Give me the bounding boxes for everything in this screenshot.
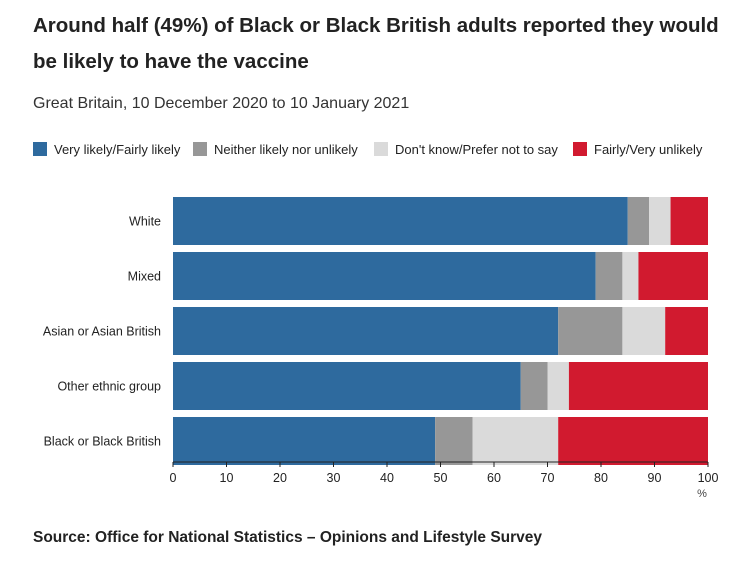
bar-mixed-don-t-know-prefer-not-to-say: [622, 252, 639, 300]
bar-chart: White Mixed Asian or Asian British Other et…: [43, 197, 719, 500]
bar-other-ethnic-group-neither-likely-nor-unlikely: [520, 362, 548, 410]
x-tick-label: 50: [434, 471, 448, 485]
bar-black-or-black-british-very-likely-fairly-likely: [173, 417, 436, 465]
bar-mixed-neither-likely-nor-unlikely: [595, 252, 623, 300]
x-tick-label: 70: [541, 471, 555, 485]
category-label-mixed: Mixed: [128, 270, 161, 284]
category-label-white: White: [129, 215, 161, 229]
bar-asian-or-asian-british-very-likely-fairly-likely: [173, 307, 559, 355]
legend-item-unlikely: Fairly/Very unlikely: [573, 140, 702, 158]
bar-asian-or-asian-british-neither-likely-nor-unlikely: [558, 307, 623, 355]
bar-black-or-black-british-don-t-know-prefer-not-to-say: [472, 417, 559, 465]
chart-subtitle: Great Britain, 10 December 2020 to 10 Ja…: [33, 95, 410, 112]
bar-asian-or-asian-british-don-t-know-prefer-not-to-say: [622, 307, 666, 355]
bar-white-don-t-know-prefer-not-to-say: [649, 197, 671, 245]
bar-black-or-black-british-fairly-very-unlikely: [558, 417, 708, 465]
bar-white-fairly-very-unlikely: [670, 197, 708, 245]
legend-label-unlikely: Fairly/Very unlikely: [594, 141, 703, 157]
bar-other-ethnic-group-very-likely-fairly-likely: [173, 362, 521, 410]
legend-label-very-likely: Very likely/Fairly likely: [54, 141, 181, 157]
legend-swatch-dont-know: [374, 142, 388, 156]
x-tick-label: 20: [273, 471, 287, 485]
chart-title: Around half (49%) of Black or Black Brit…: [33, 14, 719, 73]
legend-swatch-unlikely: [573, 142, 587, 156]
legend-item-dont-know: Don't know/Prefer not to say: [374, 140, 558, 158]
x-tick-label: 0: [170, 471, 177, 485]
x-tick-label: 100: [698, 471, 719, 485]
x-tick-label: 60: [487, 471, 501, 485]
legend-item-very-likely: Very likely/Fairly likely: [33, 140, 180, 158]
bar-asian-or-asian-british-fairly-very-unlikely: [665, 307, 708, 355]
bar-black-or-black-british-neither-likely-nor-unlikely: [435, 417, 473, 465]
legend-label-dont-know: Don't know/Prefer not to say: [395, 141, 558, 157]
x-tick-label: 40: [380, 471, 394, 485]
legend: Very likely/Fairly likely Neither likely…: [33, 140, 738, 158]
x-tick-label: 30: [327, 471, 341, 485]
source-note: Source: Office for National Statistics –…: [33, 529, 543, 546]
legend-label-neither: Neither likely nor unlikely: [214, 141, 358, 157]
x-tick-label: 80: [594, 471, 608, 485]
bar-mixed-fairly-very-unlikely: [638, 252, 708, 300]
bar-white-neither-likely-nor-unlikely: [627, 197, 650, 245]
category-label-black-or-black-british: Black or Black British: [44, 435, 161, 449]
x-tick-label: 10: [220, 471, 234, 485]
bar-white-very-likely-fairly-likely: [173, 197, 628, 245]
x-tick-label: 90: [648, 471, 662, 485]
legend-swatch-neither: [193, 142, 207, 156]
bar-mixed-very-likely-fairly-likely: [173, 252, 596, 300]
category-label-asian-or-asian-british: Asian or Asian British: [43, 325, 161, 339]
legend-swatch-very-likely: [33, 142, 47, 156]
category-label-other-ethnic-group: Other ethnic group: [57, 380, 161, 394]
bar-other-ethnic-group-don-t-know-prefer-not-to-say: [547, 362, 569, 410]
legend-item-neither: Neither likely nor unlikely: [193, 140, 358, 158]
x-axis-unit-label: %: [697, 488, 707, 500]
bar-other-ethnic-group-fairly-very-unlikely: [568, 362, 708, 410]
